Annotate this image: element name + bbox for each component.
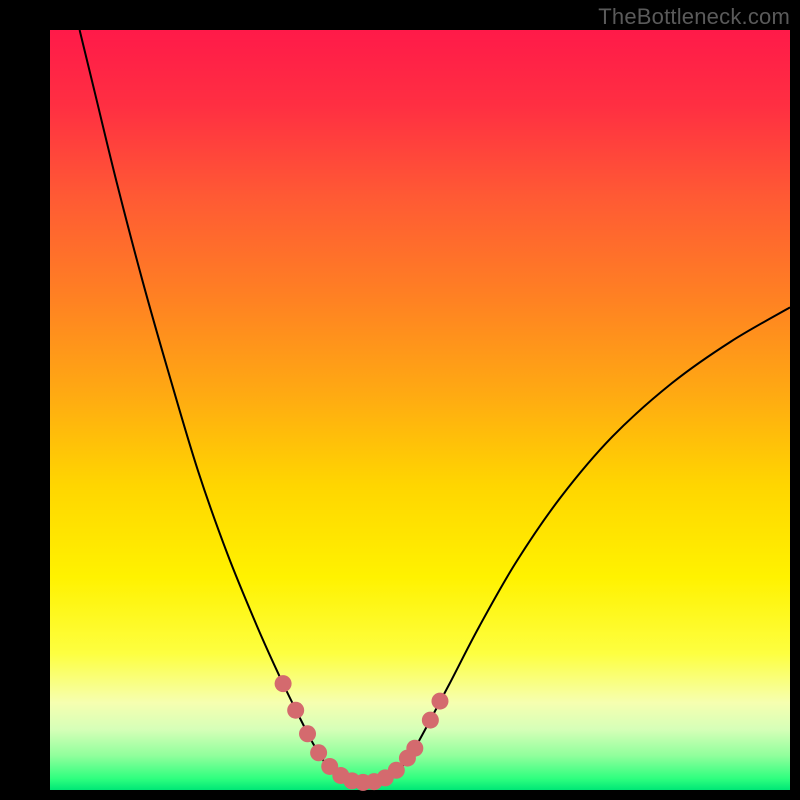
- curve-marker: [299, 725, 316, 742]
- plot-background: [50, 30, 790, 790]
- curve-marker: [310, 744, 327, 761]
- curve-marker: [275, 675, 292, 692]
- chart-container: { "canvas": { "width": 800, "height": 80…: [0, 0, 800, 800]
- curve-marker: [422, 712, 439, 729]
- curve-marker: [287, 702, 304, 719]
- bottleneck-chart: [0, 0, 800, 800]
- watermark-text: TheBottleneck.com: [598, 4, 790, 30]
- curve-marker: [431, 693, 448, 710]
- curve-marker: [406, 740, 423, 757]
